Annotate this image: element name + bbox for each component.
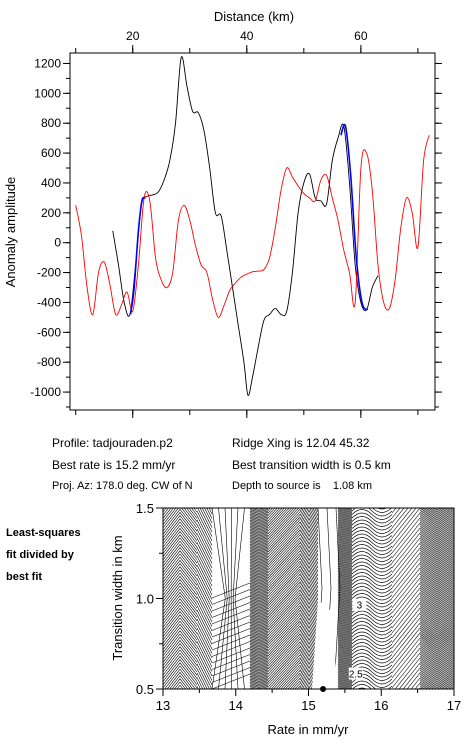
profile-plot-frame [69,52,436,411]
contour-label-bg [348,667,363,680]
profile-y-tick-label: -200 [37,266,61,280]
profile-name-text: Profile: tadjouraden.p2 [52,436,173,450]
misfit-x-axis-label: Rate in mm/yr [268,722,350,737]
profile-y-tick-label: 400 [41,176,61,190]
profile-y-tick-label: 0 [54,236,61,250]
misfit-y-tick-label: 0.5 [136,682,154,697]
best-width-text: Best transition width is 0.5 km [232,458,391,472]
profile-y-ticks: -1000 -800 -600 -400 -200 0 200 400 600 800 1000 12… [30,56,442,399]
contour-band-2 [211,508,251,689]
contour-band-4 [267,508,301,689]
misfit-contour-chart: 32.5 13 14 15 16 17 0.51.01.5 Rate in mm/yr … [110,501,461,737]
ridge-crossing-text: Ridge Xing is 12.04 45.32 [232,436,370,450]
profile-x-axis-label: Distance (km) [214,9,294,24]
contour-labels: 32.5 [348,598,367,681]
misfit-y-tick-label: 1.0 [136,592,154,607]
misfit-x-ticks: 13 14 15 16 17 [156,689,461,713]
misfit-y-ticks: 0.5 1.0 1.5 [136,501,163,697]
profile-y-tick-label: -800 [37,355,61,369]
contour-band-3 [249,508,269,689]
contour-label-bg [352,598,367,611]
profile-minor-ticks [66,48,439,415]
profile-series-line-1 [75,135,430,318]
contour-band-5 [299,508,319,689]
profile-y-axis-label: Anomaly amplitude [3,177,18,288]
side-note-line: fit divided by [6,549,74,561]
side-note-line: best fit [6,571,43,583]
profile-y-tick-label: 200 [41,206,61,220]
profile-x-tick-label: 40 [240,29,254,43]
profile-y-tick-label: 1200 [34,56,61,70]
contour-band-10 [419,508,454,689]
profile-y-tick-label: -600 [37,325,61,339]
misfit-y-tick-label: 1.5 [136,501,154,516]
profile-y-tick-label: 600 [41,146,61,160]
projection-azimuth-text: Proj. Az: 178.0 deg. CW of N [52,480,193,492]
profile-y-tick-label: -400 [37,295,61,309]
source-depth-text: Depth to source is 1.08 km [232,480,373,492]
contour-band-7 [337,508,353,689]
side-note-line: Least-squares [6,527,81,539]
profile-x-tick-label: 20 [126,29,140,43]
misfit-x-tick-label: 17 [447,698,461,713]
profile-series-line-2 [129,196,146,315]
contour-band-9 [391,508,421,689]
contour-minimum-region [312,600,338,689]
misfit-y-axis-label: Transition width in km [110,535,125,660]
contour-band-0 [163,508,198,689]
side-note: Least-squares fit divided by best fit [6,522,81,588]
misfit-x-tick-label: 16 [374,698,388,713]
misfit-contour-lines [163,508,454,689]
profile-y-tick-label: 800 [41,116,61,130]
misfit-x-tick-label: 15 [301,698,315,713]
best-rate-text: Best rate is 15.2 mm/yr [52,458,176,472]
profile-y-tick-label: 1000 [34,86,61,100]
profile-y-tick-label: -1000 [30,385,61,399]
contour-label-1: 2.5 [349,670,363,681]
profile-x-ticks: 20 40 60 [126,29,368,418]
profile-series [75,56,430,396]
contour-band-1 [196,508,213,689]
misfit-x-tick-label: 14 [229,698,243,713]
profile-x-tick-label: 60 [354,29,368,43]
profile-series-line-0 [112,56,379,396]
contour-band-8 [351,508,393,689]
anomaly-profile-chart: 20 40 60 -1000 -800 -600 -400 -200 0 200 400 600 80… [3,9,442,418]
profile-series-line-3 [340,123,369,311]
contour-label-0: 3 [357,601,363,612]
misfit-x-tick-label: 13 [156,698,170,713]
